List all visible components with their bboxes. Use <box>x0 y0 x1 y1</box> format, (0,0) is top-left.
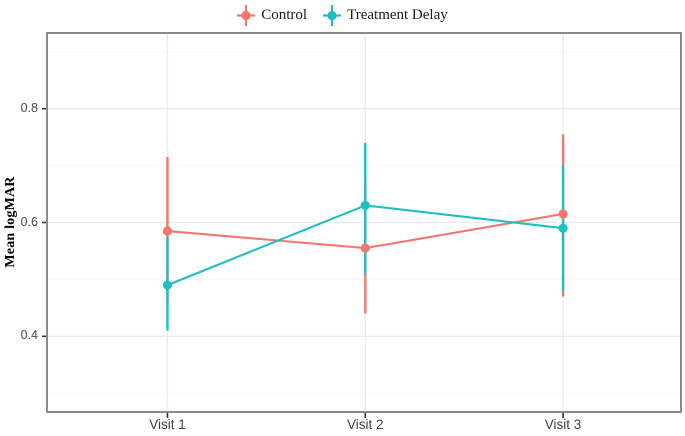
legend-label-treatment-delay: Treatment Delay <box>347 6 448 23</box>
treatment-delay-data-point <box>360 200 370 211</box>
panel-border <box>46 32 682 413</box>
control-data-point <box>558 209 568 219</box>
legend-label-control: Control <box>261 6 308 23</box>
y-tick-label: 0.4 <box>20 328 38 343</box>
y-tick-label: 0.8 <box>20 100 38 115</box>
control-pointrange-icon <box>237 4 256 26</box>
legend: Control Treatment Delay <box>0 1 685 29</box>
control-data-point <box>162 226 173 236</box>
treatment-delay-data-point <box>162 280 173 290</box>
legend-item-treatment-delay: Treatment Delay <box>323 2 448 29</box>
x-tick-label: Visit 2 <box>347 417 384 432</box>
control-data-point <box>360 243 370 253</box>
y-tick-label: 0.6 <box>20 214 38 229</box>
x-tick-label: Visit 3 <box>544 417 582 432</box>
x-tick-label: Visit 1 <box>149 417 186 432</box>
legend-item-control: Control <box>237 2 307 29</box>
treatment-delay-data-point <box>558 223 568 233</box>
treatment-delay-pointrange-icon <box>323 4 342 26</box>
